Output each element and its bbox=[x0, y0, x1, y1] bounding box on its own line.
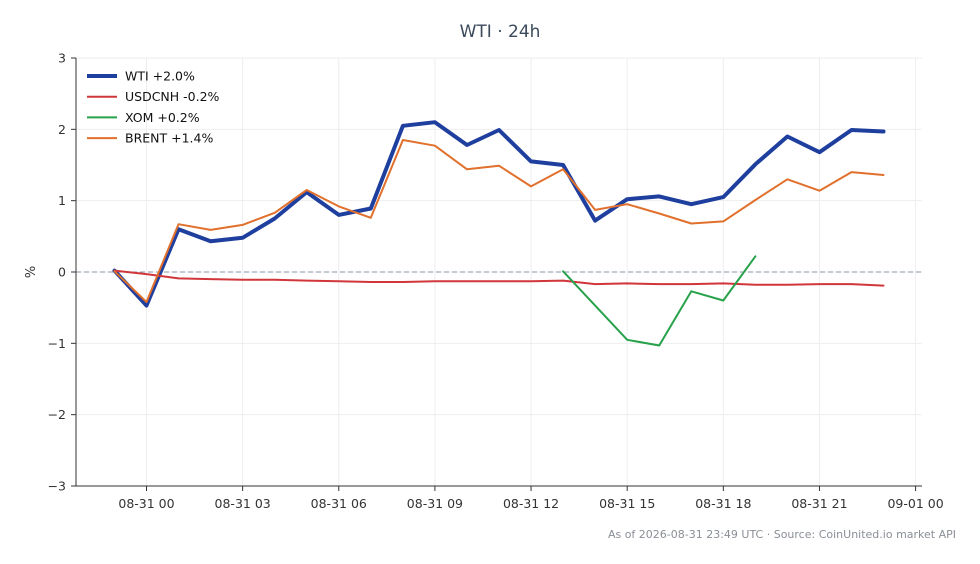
x-tick-label: 08-31 03 bbox=[215, 496, 271, 511]
y-tick-label: 3 bbox=[58, 51, 66, 66]
series-line-3 bbox=[113, 139, 885, 303]
legend: WTI +2.0% USDCNH -0.2% XOM +0.2% BRENT +1.4… bbox=[87, 69, 220, 146]
y-axis-label: % bbox=[24, 266, 39, 278]
y-tick-label: −3 bbox=[48, 479, 66, 494]
y-tick-label: −2 bbox=[48, 407, 66, 422]
legend-label: BRENT +1.4% bbox=[125, 131, 213, 146]
y-tick-label: 1 bbox=[58, 193, 66, 208]
y-tick-label: −1 bbox=[48, 336, 66, 351]
series-line-0 bbox=[112, 120, 886, 308]
x-tick-label: 09-01 00 bbox=[887, 496, 943, 511]
series-line-2 bbox=[562, 255, 757, 347]
axes: −3 −2 −1 0 1 2 3 08-31 00 08-31 03 08-31 06 08-31 … bbox=[48, 51, 944, 512]
legend-label: USDCNH -0.2% bbox=[125, 89, 220, 104]
x-tick-label: 08-31 09 bbox=[407, 496, 463, 511]
series-line-1 bbox=[113, 269, 885, 287]
legend-label: WTI +2.0% bbox=[125, 69, 195, 84]
x-tick-label: 08-31 12 bbox=[503, 496, 559, 511]
x-tick-label: 08-31 21 bbox=[791, 496, 847, 511]
series-lines bbox=[112, 120, 886, 347]
legend-label: XOM +0.2% bbox=[125, 110, 200, 125]
x-tick-label: 08-31 00 bbox=[118, 496, 174, 511]
y-tick-label: 2 bbox=[58, 122, 66, 137]
x-tick-label: 08-31 18 bbox=[695, 496, 751, 511]
x-tick-label: 08-31 15 bbox=[599, 496, 655, 511]
y-tick-label: 0 bbox=[58, 265, 66, 280]
grid bbox=[76, 57, 922, 487]
source-footnote: As of 2026-08-31 23:49 UTC · Source: Coi… bbox=[608, 528, 956, 541]
chart-title: WTI · 24h bbox=[460, 22, 541, 42]
x-tick-label: 08-31 06 bbox=[311, 496, 367, 511]
